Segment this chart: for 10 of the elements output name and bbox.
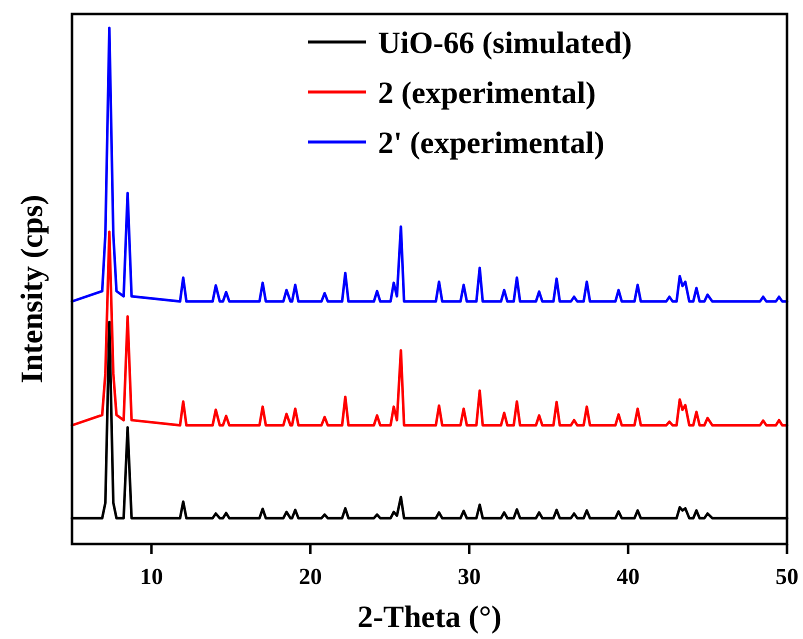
x-tick-label: 30 — [458, 564, 481, 589]
x-axis-title: 2-Theta (°) — [357, 599, 502, 634]
x-tick-label: 40 — [616, 564, 640, 589]
y-axis-title: Intensity (cps) — [14, 194, 49, 384]
x-tick-label: 50 — [776, 564, 798, 589]
legend-label: UiO-66 (simulated) — [378, 25, 632, 60]
legend-label: 2 (experimental) — [378, 75, 596, 110]
x-tick-label: 20 — [298, 564, 322, 589]
x-tick-label: 10 — [140, 564, 163, 589]
legend-label: 2' (experimental) — [378, 125, 604, 160]
